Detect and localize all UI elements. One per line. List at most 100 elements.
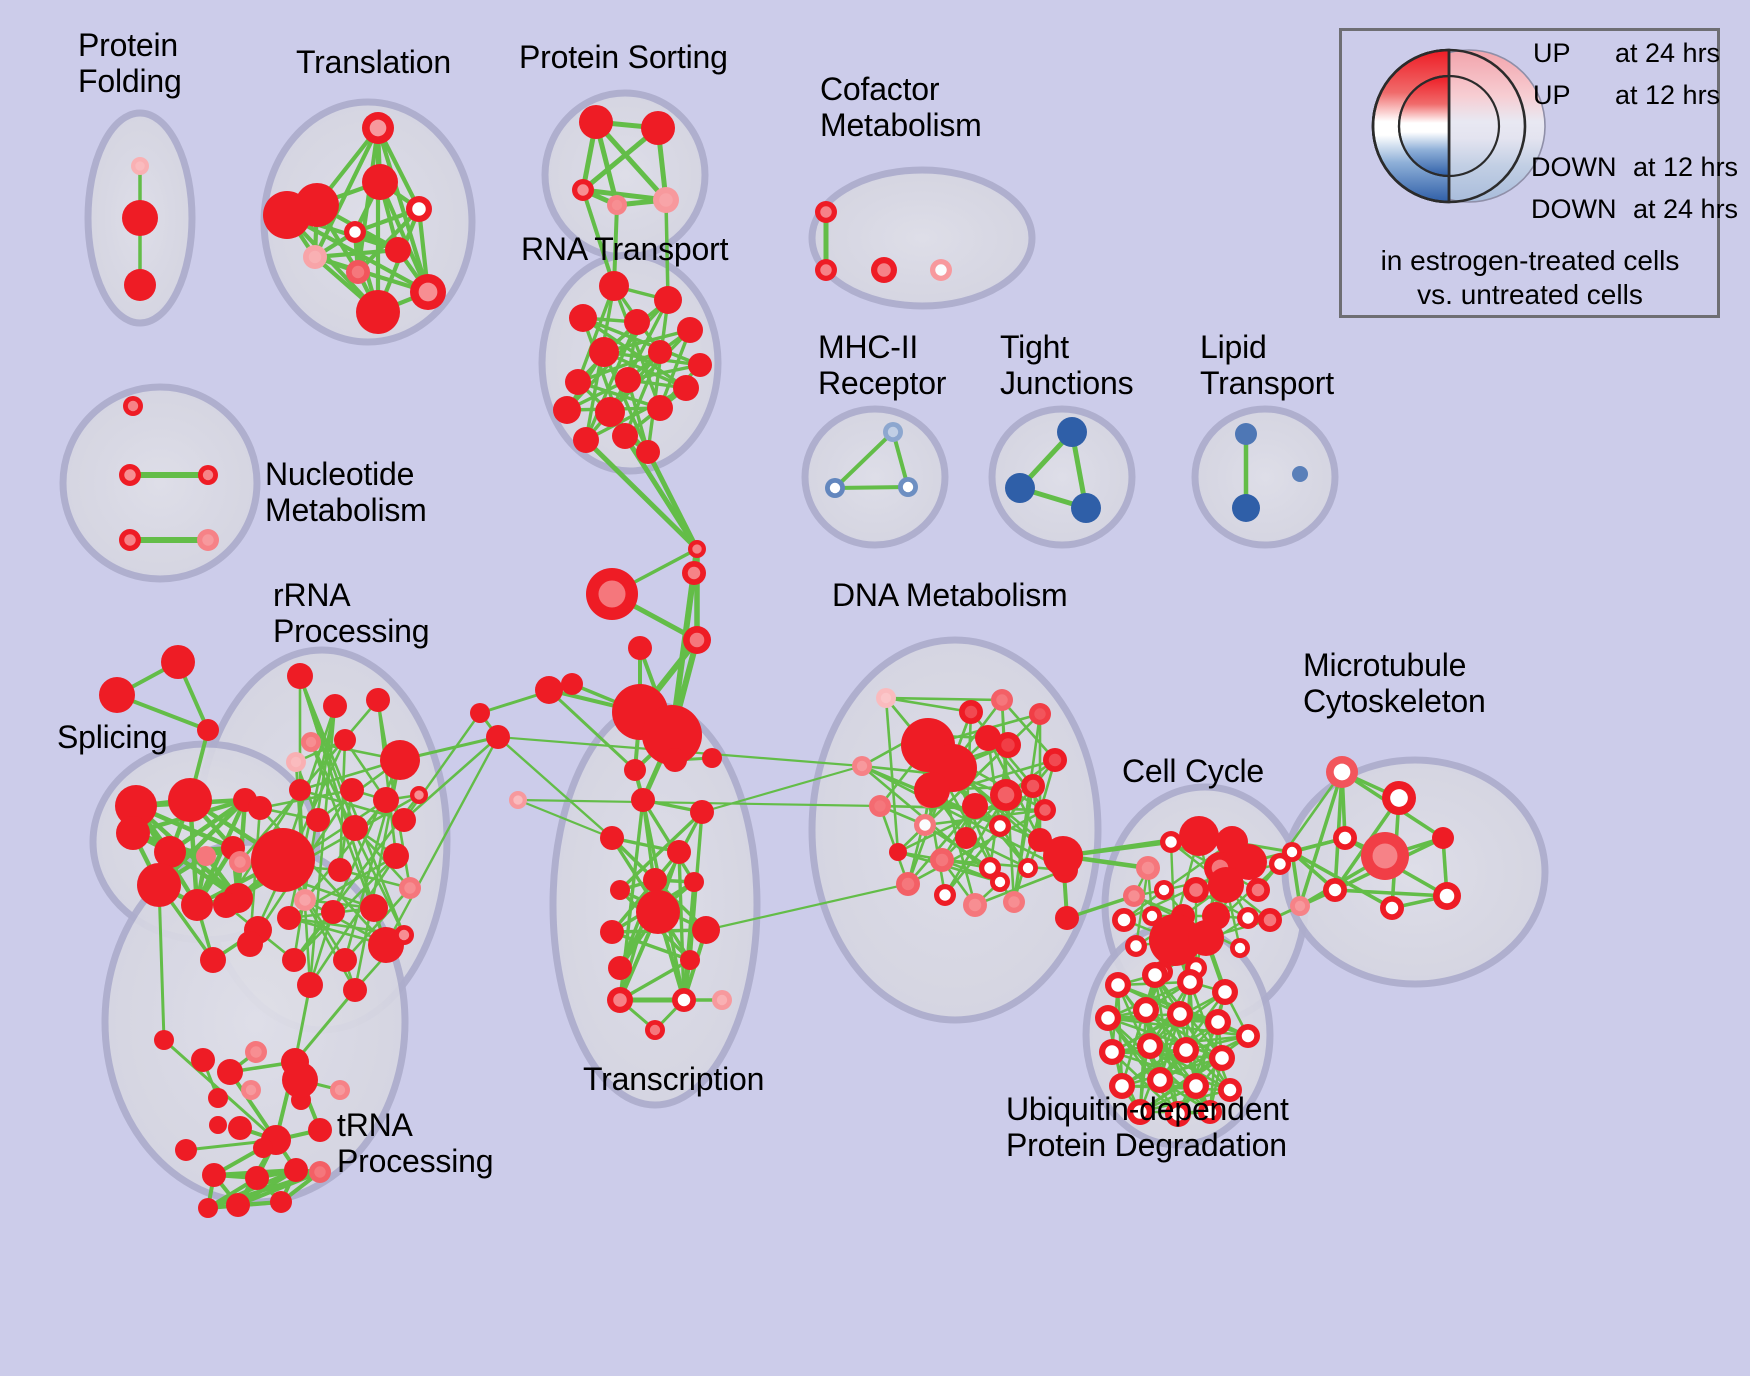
network-node [914,772,950,808]
network-edge [1149,1034,1249,1048]
network-node [1154,880,1174,900]
cluster-label-line: Cytoskeleton [1303,682,1486,719]
cluster-label-protein-folding: Protein Folding [78,27,182,100]
network-node [1133,997,1159,1023]
cluster-label-line: Protein Sorting [519,39,728,75]
network-node [1109,1073,1135,1099]
network-node [930,848,954,872]
cluster-label-line: Metabolism [265,491,427,528]
network-node [642,705,702,765]
network-edge [965,836,1029,870]
network-node [1188,920,1224,956]
legend-caption-line2: vs. untreated cells [1417,279,1643,310]
network-node [122,200,158,236]
network-node [688,353,712,377]
cluster-label-trna-processing: tRNA Processing [337,1107,494,1180]
network-node [237,931,263,957]
network-node [213,892,239,918]
cluster-label-nucleotide-metab: Nucleotide Metabolism [265,456,427,529]
network-node [1043,836,1083,876]
network-node [342,815,368,841]
network-node [589,337,619,367]
network-edge [897,744,1009,853]
network-node [1173,1037,1199,1063]
network-edge [584,321,639,441]
network-node [852,756,872,776]
network-node [1380,896,1404,920]
network-node [340,778,364,802]
cluster-label-line: Splicing [57,719,168,755]
network-node [308,1118,332,1142]
network-node [914,814,936,836]
network-edge [157,884,166,1041]
network-node [385,237,411,263]
network-node [346,260,370,284]
network-node [1127,1099,1153,1125]
network-edge [308,855,398,986]
network-node [688,540,706,558]
network-edge [576,285,616,383]
network-node [1003,891,1025,913]
network-node [1099,1039,1125,1065]
cluster-label-line: Metabolism [820,106,982,143]
network-node [248,796,272,820]
network-node [470,703,490,723]
network-edge [623,351,662,437]
network-edge [497,736,613,839]
network-node [680,950,700,970]
legend-caption-line1: in estrogen-treated cells [1380,245,1680,276]
cluster-label-line: Processing [273,612,430,649]
legend-up-24-time: at 24 hrs [1615,38,1721,68]
cluster-blob-cofactor-metabolism [808,166,1036,310]
network-node [119,529,141,551]
network-node [226,1193,250,1217]
network-edge [194,799,248,906]
network-node [959,700,983,724]
network-node [1055,906,1079,930]
network-node [565,369,591,395]
network-node [286,752,306,772]
cluster-label-cofactor-metabolism: Cofactor Metabolism [820,71,982,144]
network-node [124,269,156,301]
network-node [123,396,143,416]
network-node [373,787,399,813]
network-node [1382,781,1416,815]
cluster-label-line: Folding [78,62,182,99]
network-edge [861,764,1066,872]
legend-up-12-time: at 12 hrs [1615,80,1721,110]
network-node [202,1163,226,1187]
network-edge [701,764,863,814]
network-edge [1298,771,1344,907]
network-node [553,396,581,424]
legend-down-24-label: DOWN [1531,194,1617,224]
network-edge [611,930,691,962]
cluster-label-protein-sorting: Protein Sorting [519,39,728,76]
cluster-label-rrna-processing: rRNA Processing [273,577,430,650]
cluster-label-lipid-transport: Lipid Transport [1200,329,1334,402]
network-node [131,157,149,175]
network-node [191,1048,215,1072]
network-node [356,290,400,334]
network-node [677,317,703,343]
network-node [115,785,157,827]
cluster-label-line: MHC-II [818,329,919,365]
network-node [208,1088,228,1108]
network-node [323,694,347,718]
cluster-label-line: Translation [296,44,451,80]
network-node [607,987,633,1013]
network-node [1326,756,1358,788]
cluster-label-line: Protein [78,27,178,63]
network-edge [907,808,1046,886]
network-node [306,808,330,832]
network-node [119,464,141,486]
network-node [228,1116,252,1140]
network-edge [885,696,1003,702]
network-node [383,843,409,869]
network-node [343,978,367,1002]
network-node [303,245,327,269]
network-node [883,422,903,442]
network-node [825,478,845,498]
network-node [284,1158,308,1182]
legend-down-12-time: at 12 hrs [1633,152,1739,182]
network-node [654,286,682,314]
